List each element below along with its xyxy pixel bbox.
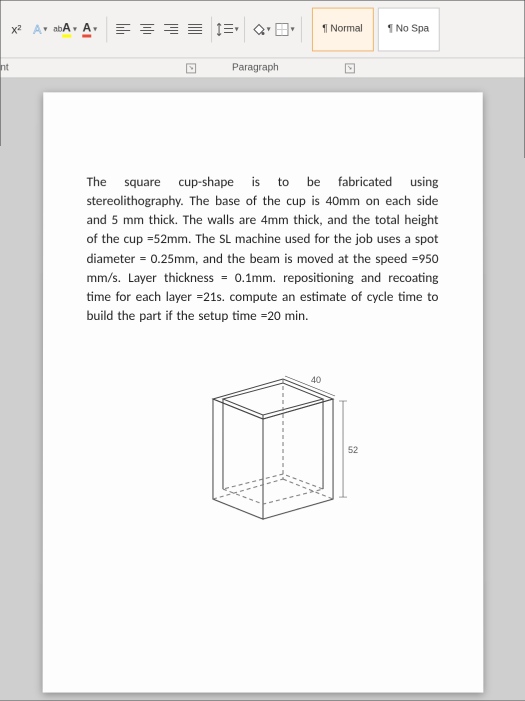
paragraph-dialog-launcher[interactable]: ↘ bbox=[345, 63, 355, 73]
cup-figure: 40 52 bbox=[152, 359, 372, 559]
line-spacing-icon bbox=[217, 22, 233, 36]
font-dialog-launcher[interactable]: ↘ bbox=[186, 63, 196, 73]
separator bbox=[244, 16, 245, 42]
superscript-label: x² bbox=[11, 22, 21, 36]
highlight-letter: A bbox=[62, 21, 71, 38]
chevron-down-icon: ▾ bbox=[43, 25, 47, 34]
font-color-outline-button[interactable]: A ▾ bbox=[29, 17, 51, 41]
align-left-button[interactable] bbox=[112, 17, 134, 41]
chevron-down-icon: ▾ bbox=[291, 25, 295, 34]
font-color-outline-label: A bbox=[33, 22, 41, 36]
align-right-button[interactable] bbox=[160, 17, 182, 41]
style-normal-label: ¶ Normal bbox=[322, 24, 362, 35]
ribbon-group-bar: nt ↘ Paragraph ↘ bbox=[0, 58, 524, 78]
align-justify-button[interactable] bbox=[184, 17, 206, 41]
align-left-icon bbox=[116, 23, 130, 35]
figure-wrap: 40 52 bbox=[86, 359, 438, 559]
group-font-fragment: nt bbox=[0, 62, 10, 73]
chevron-down-icon: ▾ bbox=[93, 25, 97, 34]
dim-side-label: 52 bbox=[348, 445, 358, 455]
style-no-spacing[interactable]: ¶ No Spa bbox=[377, 7, 439, 51]
problem-paragraph: The square cup-shape is to be fabricated… bbox=[87, 172, 439, 325]
dim-top-label: 40 bbox=[311, 375, 321, 385]
paint-bucket-icon bbox=[251, 22, 265, 36]
align-right-icon bbox=[164, 23, 178, 35]
separator bbox=[211, 16, 212, 42]
borders-icon bbox=[275, 22, 289, 36]
document-area[interactable]: The square cup-shape is to be fabricated… bbox=[0, 78, 525, 700]
ribbon: x² A ▾ abA ▾ A ▾ bbox=[0, 1, 524, 59]
font-color-label: A bbox=[83, 21, 92, 38]
chevron-down-icon: ▾ bbox=[73, 25, 77, 34]
styles-gallery: ¶ Normal ¶ No Spa bbox=[312, 7, 440, 51]
group-paragraph-label: Paragraph bbox=[232, 62, 279, 73]
screen: x² A ▾ abA ▾ A ▾ bbox=[0, 1, 525, 701]
style-no-spacing-label: ¶ No Spa bbox=[388, 24, 429, 35]
shading-button[interactable]: ▾ bbox=[250, 17, 272, 41]
page: The square cup-shape is to be fabricated… bbox=[42, 92, 483, 692]
superscript-button[interactable]: x² bbox=[5, 17, 27, 41]
separator bbox=[106, 16, 107, 42]
borders-button[interactable]: ▾ bbox=[274, 17, 296, 41]
line-spacing-button[interactable]: ▾ bbox=[217, 17, 239, 41]
style-normal[interactable]: ¶ Normal bbox=[312, 7, 374, 51]
highlight-sub-label: ab bbox=[53, 25, 62, 34]
separator bbox=[301, 16, 302, 42]
align-center-icon bbox=[140, 23, 154, 35]
align-center-button[interactable] bbox=[136, 17, 158, 41]
chevron-down-icon: ▾ bbox=[267, 25, 271, 34]
text-highlight-button[interactable]: abA ▾ bbox=[53, 17, 77, 41]
align-justify-icon bbox=[188, 23, 202, 35]
chevron-down-icon: ▾ bbox=[235, 25, 239, 34]
font-color-button[interactable]: A ▾ bbox=[79, 17, 101, 41]
